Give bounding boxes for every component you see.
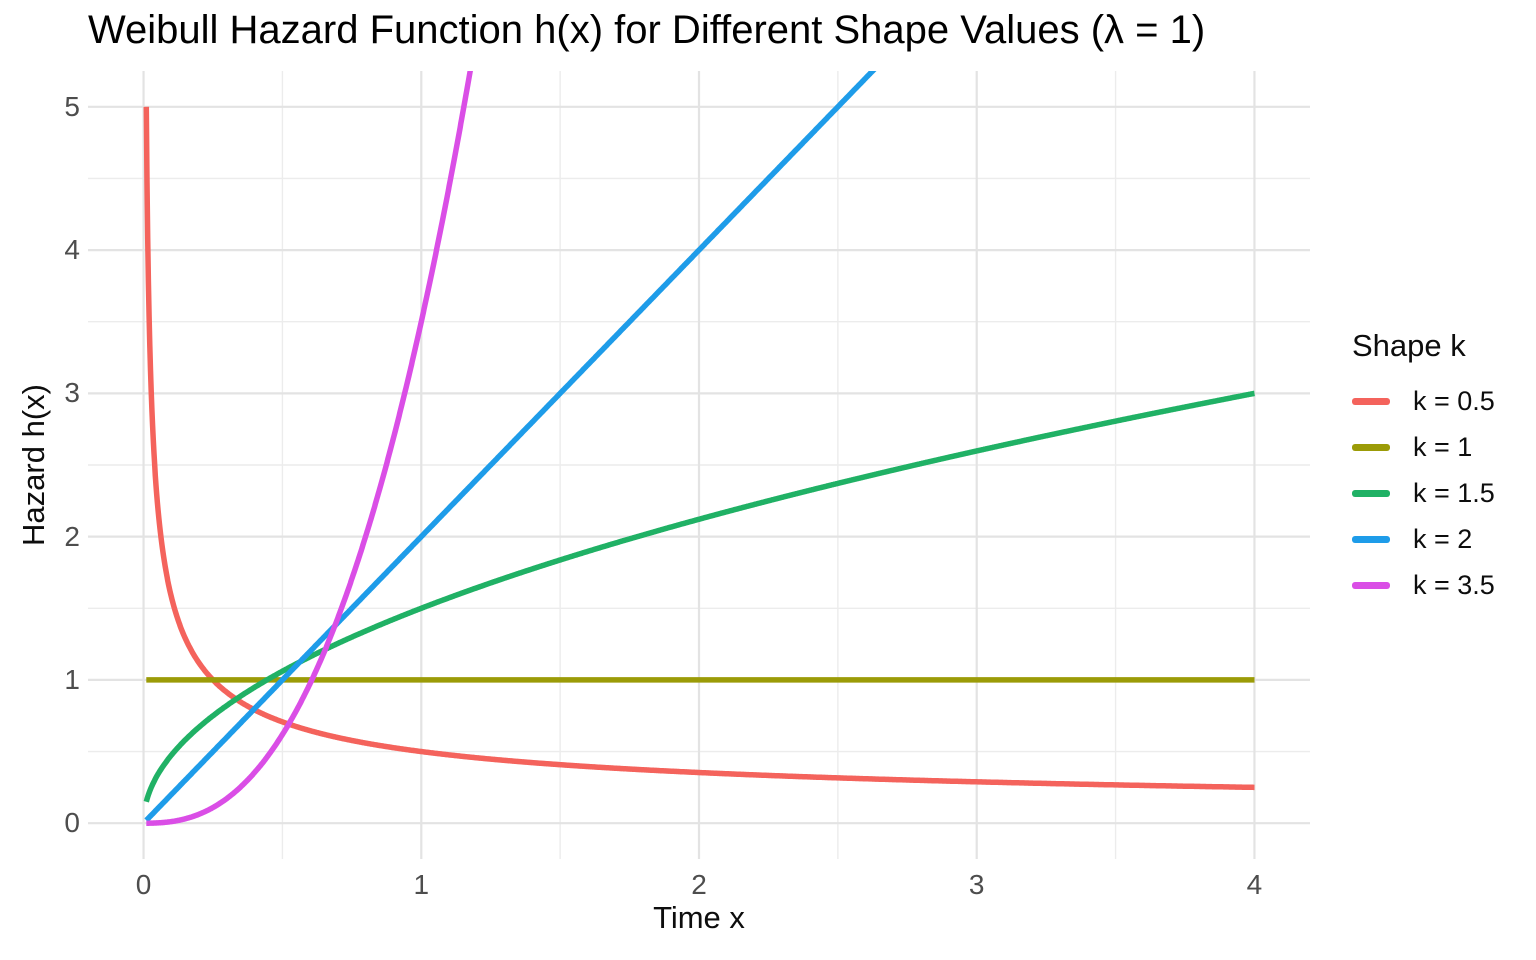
legend-title: Shape k — [1352, 328, 1466, 363]
legend-swatch — [1352, 582, 1390, 589]
x-tick-label: 1 — [413, 869, 430, 900]
legend-item: k = 2 — [1352, 524, 1495, 554]
x-axis-title: Time x — [653, 900, 745, 935]
legend-swatch — [1352, 444, 1390, 451]
legend-item-label: k = 3.5 — [1413, 570, 1495, 600]
x-tick-label: 0 — [135, 869, 152, 900]
curve-k-3.5 — [144, 71, 473, 826]
x-tick-label: 2 — [691, 869, 707, 900]
y-tick-label: 5 — [64, 90, 80, 122]
legend-item: k = 3.5 — [1352, 570, 1495, 600]
y-tick-label: 0 — [64, 807, 80, 839]
legend-item: k = 0.5 — [1352, 386, 1495, 416]
legend-item-label: k = 1.5 — [1413, 478, 1495, 508]
chart-title: Weibull Hazard Function h(x) for Differe… — [88, 8, 1206, 52]
legend-item-label: k = 0.5 — [1413, 386, 1495, 416]
legend-swatch — [1352, 536, 1390, 543]
legend-swatch — [1352, 490, 1390, 497]
curve-k-1.5 — [143, 390, 1257, 803]
legend-item-label: k = 2 — [1413, 524, 1473, 554]
curve-k-0.5 — [143, 106, 1257, 791]
legend-item: k = 1.5 — [1352, 478, 1495, 508]
y-axis-title: Hazard h(x) — [16, 384, 51, 546]
legend-item-label: k = 1 — [1413, 432, 1473, 462]
legend-swatch — [1352, 398, 1390, 405]
y-tick-label: 3 — [64, 377, 80, 409]
x-tick-label: 4 — [1246, 869, 1263, 900]
y-tick-label: 2 — [64, 520, 80, 552]
hazard-curves — [143, 71, 1257, 826]
x-tick-label: 3 — [968, 869, 985, 900]
y-tick-label: 1 — [64, 663, 80, 695]
legend: Shape k k = 0.5 k = 1 k = 1.5 k = 2 k = 3.5 — [1352, 328, 1495, 600]
legend-item: k = 1 — [1352, 432, 1495, 462]
curve-k-2 — [144, 71, 877, 823]
legend-items: k = 0.5 k = 1 k = 1.5 k = 2 k = 3.5 — [1352, 386, 1495, 600]
y-tick-label: 4 — [64, 234, 80, 266]
